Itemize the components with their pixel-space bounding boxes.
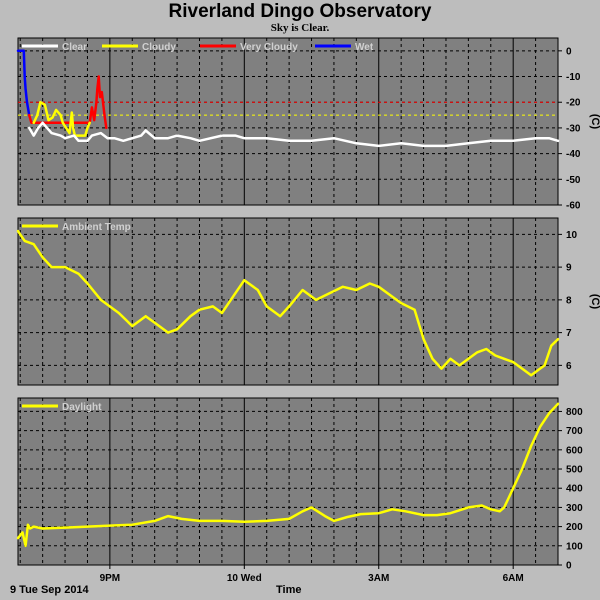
y-tick-label: 7 [566,328,572,339]
y-tick-label: -40 [566,149,581,160]
y-tick-label: 0 [566,561,572,572]
legend-label: Clear [62,42,87,53]
series-line-clear [27,121,560,148]
plot-area-daylight [17,397,559,566]
y-tick-label: 700 [566,426,583,437]
legend-label: Wet [355,42,374,53]
series-line-ambient-temp [16,229,560,377]
y-tick-label: 500 [566,465,583,476]
y-tick-label: 9 [566,263,572,274]
y-tick-label: 300 [566,503,583,514]
y-tick-label: -20 [566,98,581,109]
x-tick-label: 10 Wed [227,573,262,584]
series-line-daylight [16,402,560,548]
y-tick-label: 600 [566,445,583,456]
y-axis-label: (C) [589,294,600,310]
series-line-cloudy [32,100,91,137]
legend-label: Cloudy [142,42,176,53]
x-tick-label: 9PM [100,573,121,584]
sky-status: Sky is Clear. [270,22,330,34]
page-title: Riverland Dingo Observatory [168,1,432,22]
plot-area-ambient [17,217,559,386]
legend-label: Daylight [62,402,102,413]
y-tick-label: -30 [566,123,581,134]
y-tick-label: 800 [566,407,583,418]
y-tick-label: 8 [566,295,572,306]
y-tick-label: 6 [566,361,572,372]
x-tick-label: 6AM [503,573,524,584]
y-tick-label: 400 [566,484,583,495]
y-tick-label: -60 [566,201,581,212]
y-tick-label: 200 [566,522,583,533]
plot-area-sky [17,37,559,206]
y-tick-label: 0 [566,46,572,57]
y-tick-label: -50 [566,175,581,186]
x-tick-label: 3AM [368,573,389,584]
legend-label: Very Cloudy [240,42,298,53]
date-label: 9 Tue Sep 2014 [10,584,89,596]
legend-label: Ambient Temp [62,222,131,233]
time-axis-label: Time [276,584,302,596]
series-line-very-cloudy [27,75,108,130]
y-tick-label: -10 [566,72,581,83]
series-line-wet [16,49,31,117]
y-tick-label: 10 [566,230,578,241]
y-tick-label: 100 [566,541,583,552]
y-axis-label: (C) [589,114,600,130]
